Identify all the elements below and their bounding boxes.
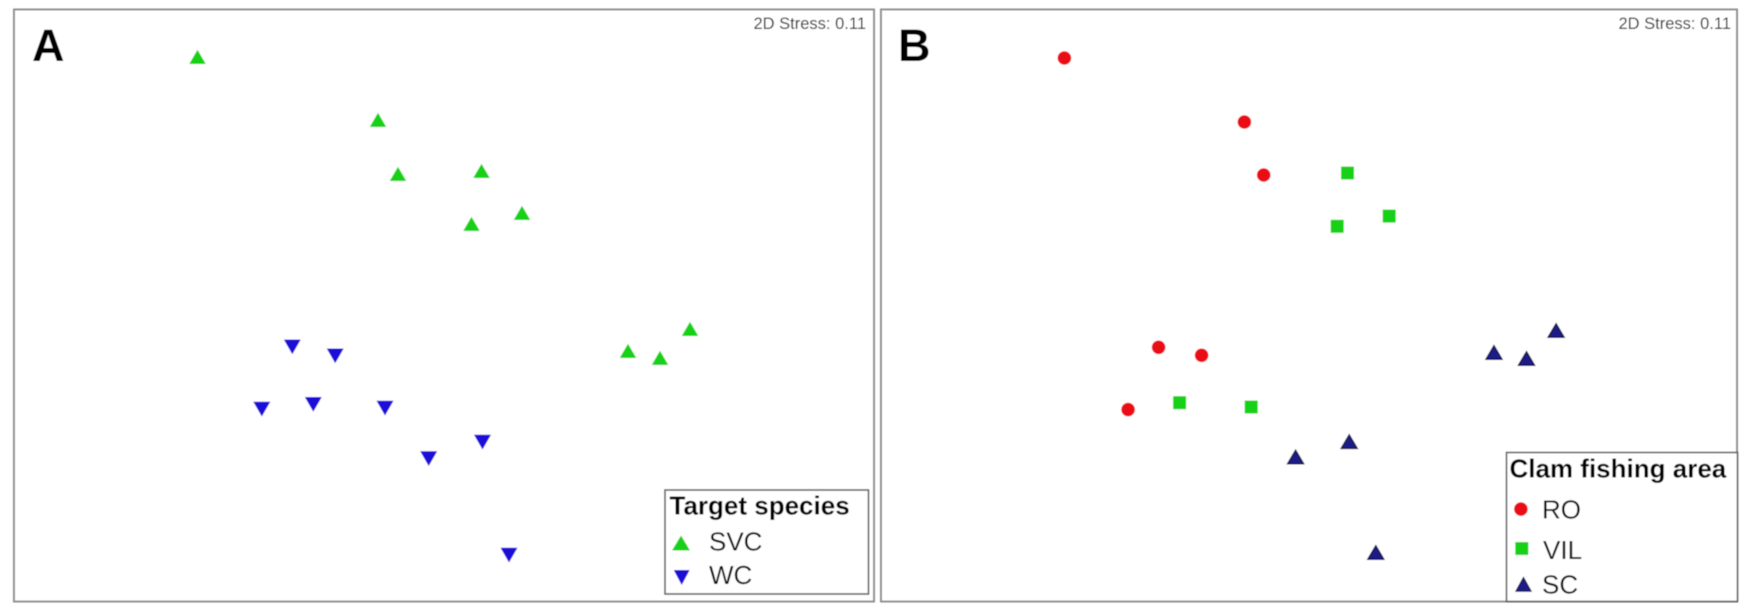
svg-text:SC: SC [1542, 570, 1578, 600]
svg-text:Clam fishing area: Clam fishing area [1510, 454, 1727, 484]
svg-text:Target species: Target species [670, 491, 850, 521]
svg-text:A: A [32, 20, 65, 71]
svg-text:B: B [898, 20, 931, 71]
svg-text:WC: WC [709, 560, 752, 590]
svg-text:2D Stress: 0.11: 2D Stress: 0.11 [1619, 15, 1732, 33]
svg-text:SVC: SVC [709, 527, 762, 557]
svg-text:RO: RO [1542, 495, 1581, 525]
svg-text:2D Stress: 0.11: 2D Stress: 0.11 [754, 15, 867, 33]
svg-text:VIL: VIL [1543, 535, 1582, 565]
